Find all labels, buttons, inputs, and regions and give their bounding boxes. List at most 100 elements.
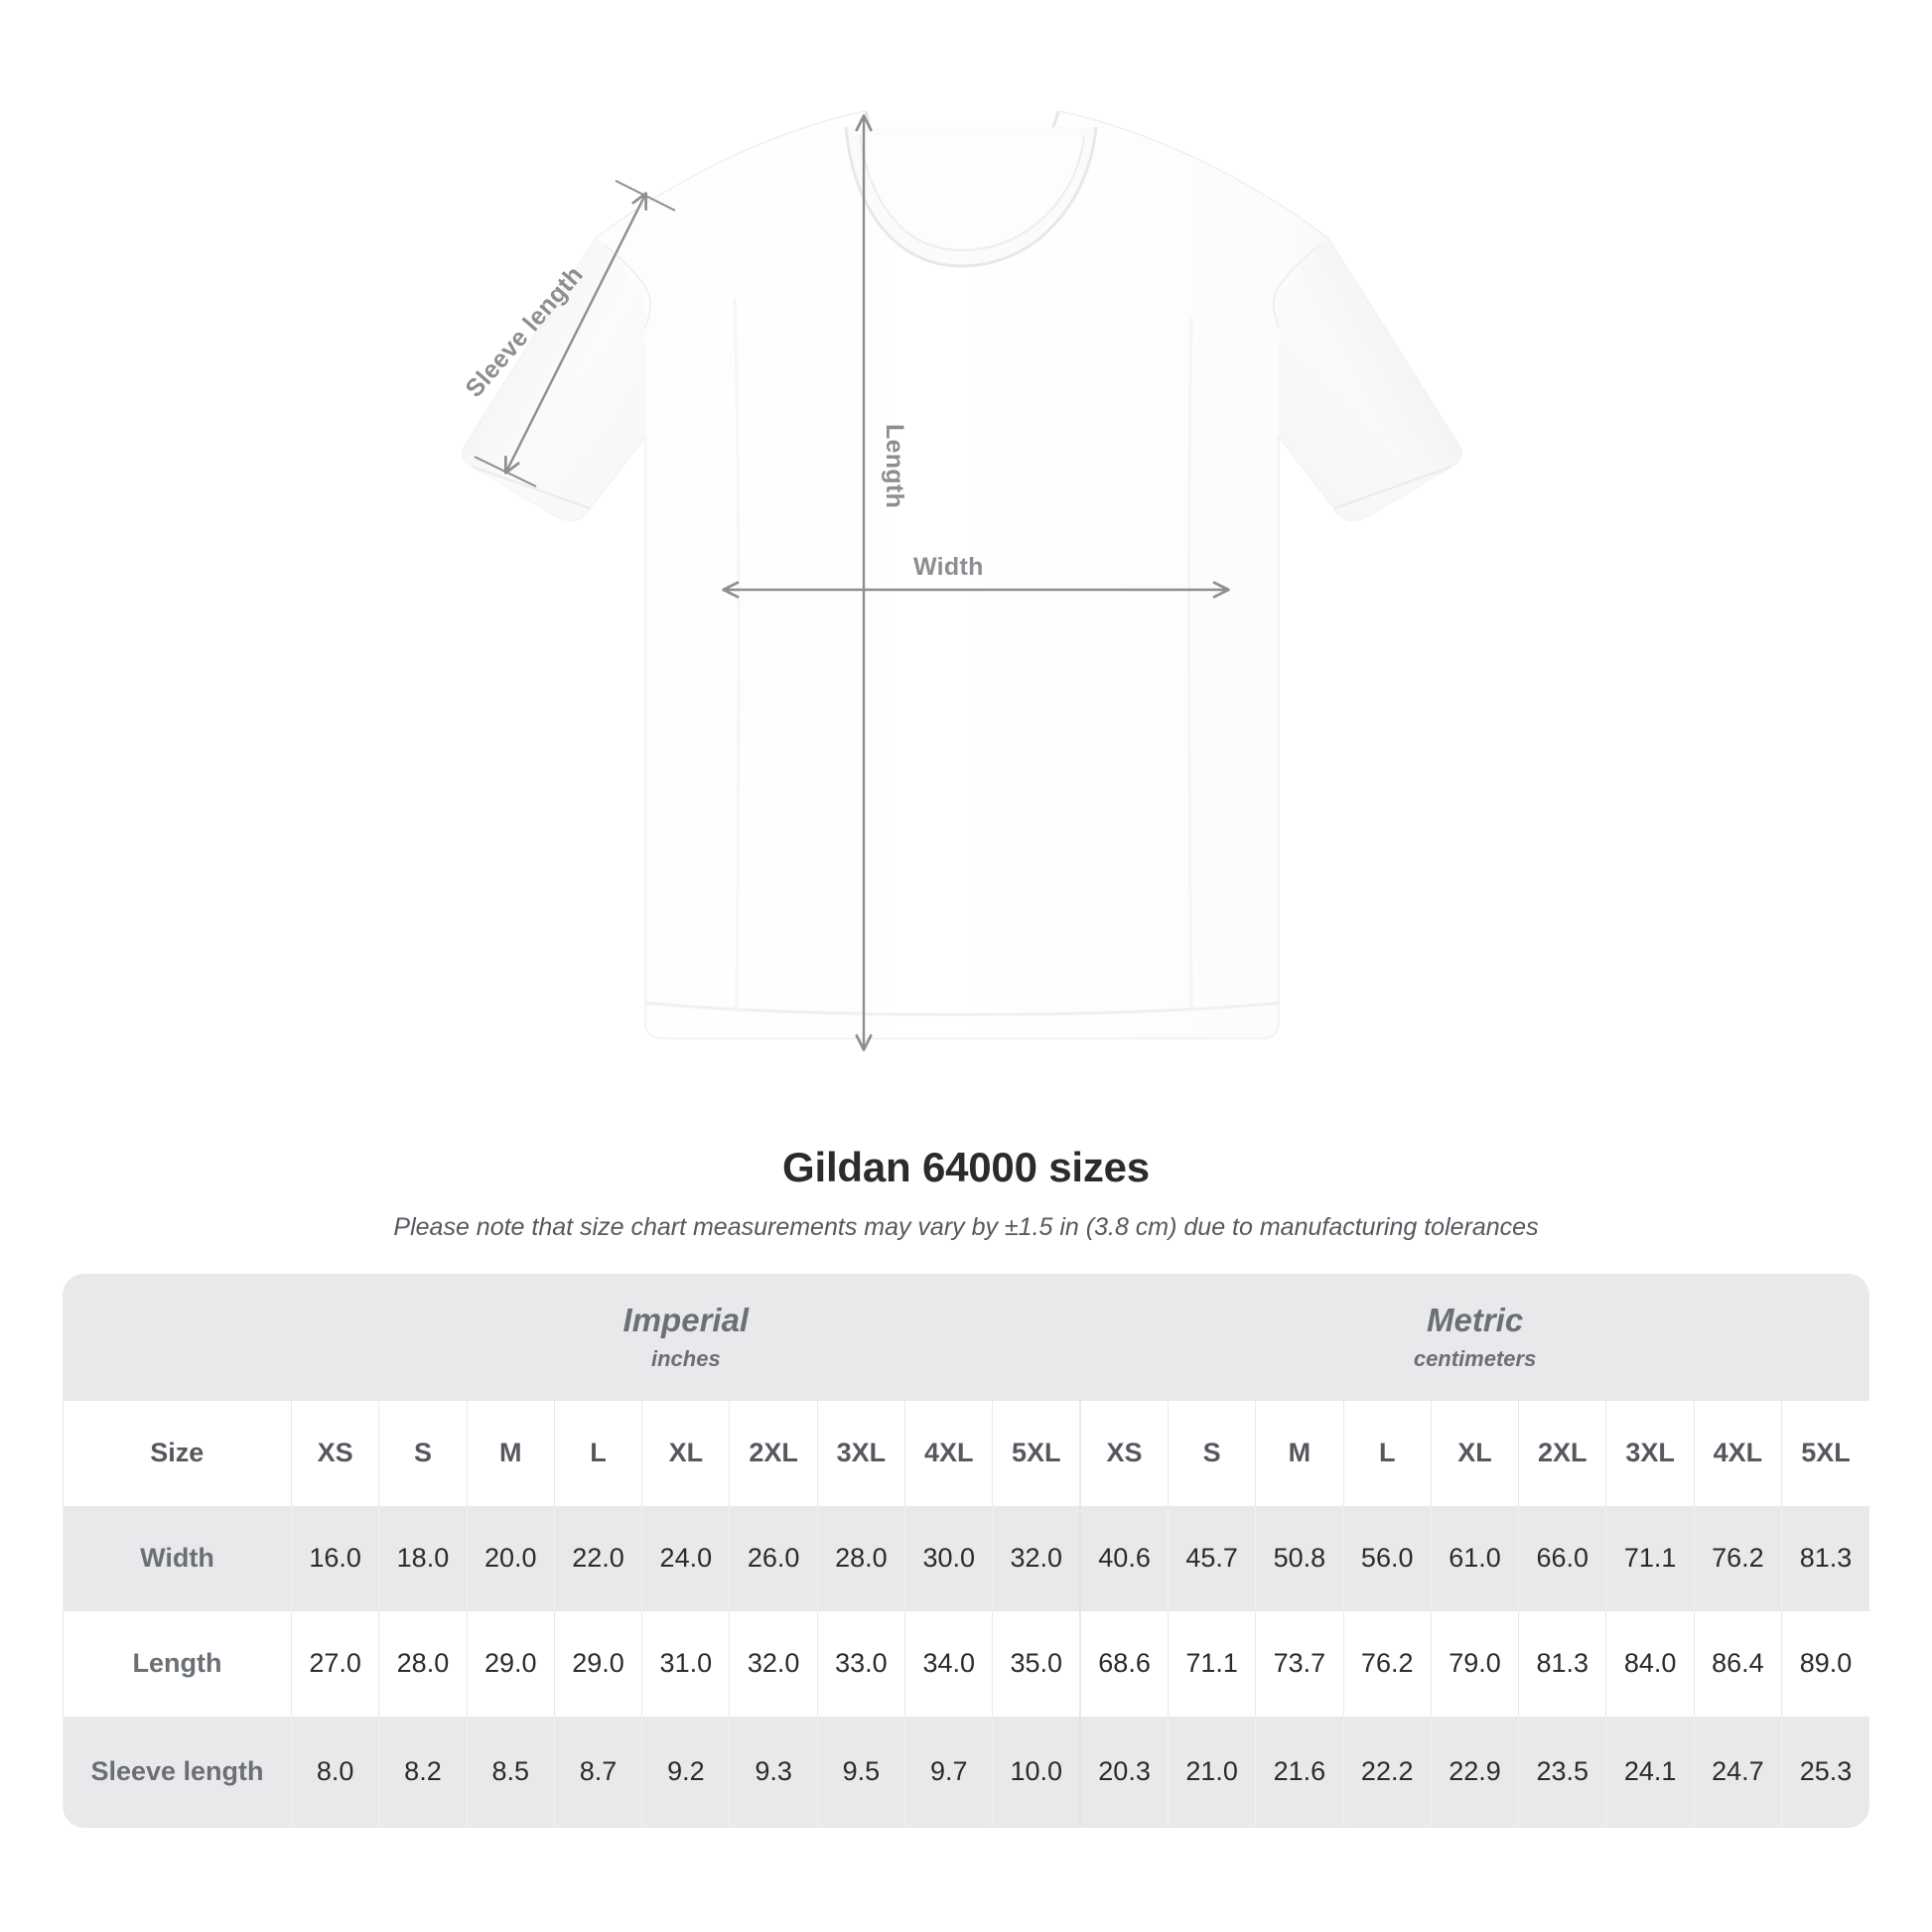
size-column-header: XS <box>1079 1400 1169 1506</box>
unit-group-imperial-title: Imperial <box>622 1302 750 1338</box>
tshirt-left-sleeve-hem <box>472 466 591 509</box>
measurement-value-cell: 22.9 <box>1430 1716 1519 1828</box>
size-column-header: 2XL <box>1518 1400 1606 1506</box>
size-chart-table: Imperial inches Metric centimeters Size … <box>63 1274 1869 1828</box>
measurement-value-cell: 9.5 <box>816 1716 905 1828</box>
sleeve-length-arrow-icon <box>474 180 676 487</box>
tshirt-right-sleeve <box>1279 238 1462 521</box>
measurement-value-cell: 86.4 <box>1693 1610 1782 1717</box>
size-column-header: S <box>378 1400 468 1506</box>
measurement-value-cell: 32.0 <box>992 1505 1081 1611</box>
unit-group-imperial: Imperial inches <box>291 1274 1081 1401</box>
size-column-header: 4XL <box>904 1400 993 1506</box>
measurement-value-cell: 25.3 <box>1781 1716 1869 1828</box>
page-subtitle: Please note that size chart measurements… <box>393 1213 1539 1241</box>
tshirt-neck-inner <box>859 134 1085 252</box>
measurement-value-cell: 20.3 <box>1079 1716 1169 1828</box>
size-column-header: M <box>1255 1400 1344 1506</box>
tshirt-fold-left <box>733 297 741 1014</box>
table-body: Width 16.0 18.0 20.0 22.0 24.0 26.0 28.0 30.0 32.… <box>63 1505 1869 1828</box>
measurement-value-cell: 89.0 <box>1781 1610 1869 1717</box>
measurement-row-label: Sleeve length <box>63 1716 292 1828</box>
measurement-value-cell: 9.3 <box>729 1716 818 1828</box>
measurement-value-cell: 9.2 <box>641 1716 730 1828</box>
measurement-value-cell: 21.0 <box>1167 1716 1256 1828</box>
measurement-value-cell: 8.0 <box>290 1716 379 1828</box>
tshirt-bottom-hem <box>644 1001 1280 1017</box>
table-row: Length 27.0 28.0 29.0 29.0 31.0 32.0 33.0 34.0 35… <box>63 1610 1869 1717</box>
table-head: Imperial inches Metric centimeters Size … <box>63 1274 1869 1506</box>
measurement-value-cell: 24.7 <box>1693 1716 1782 1828</box>
measurement-value-cell: 81.3 <box>1518 1610 1606 1717</box>
measurement-value-cell: 81.3 <box>1781 1505 1869 1611</box>
size-column-header: 5XL <box>1781 1400 1869 1506</box>
unit-group-blank-cell <box>63 1274 292 1401</box>
measurement-value-cell: 66.0 <box>1518 1505 1606 1611</box>
size-column-header: 3XL <box>816 1400 905 1506</box>
measurement-value-cell: 24.1 <box>1605 1716 1695 1828</box>
measurement-value-cell: 18.0 <box>378 1505 468 1611</box>
table-row: Sleeve length 8.0 8.2 8.5 8.7 9.2 9.3 9.5 9.7 10.… <box>63 1716 1869 1828</box>
tshirt-fold-right <box>1187 317 1193 1014</box>
title-block: Gildan 64000 sizes Please note that size… <box>0 1122 1932 1242</box>
measurement-row-label: Length <box>63 1610 292 1717</box>
measurement-value-cell: 31.0 <box>641 1610 730 1717</box>
measurement-value-cell: 76.2 <box>1693 1505 1782 1611</box>
measurement-value-cell: 28.0 <box>816 1505 905 1611</box>
measurement-value-cell: 29.0 <box>553 1610 642 1717</box>
size-column-header: 4XL <box>1693 1400 1782 1506</box>
unit-group-imperial-subtitle: inches <box>650 1346 721 1372</box>
measurement-value-cell: 79.0 <box>1430 1610 1519 1717</box>
size-column-header: 5XL <box>992 1400 1081 1506</box>
measurement-value-cell: 20.0 <box>466 1505 555 1611</box>
measurement-value-cell: 22.2 <box>1342 1716 1432 1828</box>
measurement-value-cell: 45.7 <box>1167 1505 1256 1611</box>
length-dimension-label: Length <box>881 423 909 509</box>
size-column-header: M <box>466 1400 555 1506</box>
page-title: Gildan 64000 sizes <box>782 1144 1150 1190</box>
size-column-header: XL <box>641 1400 730 1506</box>
measurement-value-cell: 30.0 <box>904 1505 993 1611</box>
measurement-value-cell: 10.0 <box>992 1716 1081 1828</box>
tshirt-icon <box>462 110 1462 1051</box>
measurement-value-cell: 35.0 <box>992 1610 1081 1717</box>
measurement-value-cell: 23.5 <box>1518 1716 1606 1828</box>
size-row-header-label: Size <box>63 1400 292 1506</box>
width-dimension-label: Width <box>913 553 984 581</box>
size-header-row: Size XS S M L XL 2XL 3XL 4XL 5XL XS S M L XL 2XL 3XL 4XL… <box>63 1400 1869 1506</box>
measurement-value-cell: 73.7 <box>1255 1610 1344 1717</box>
unit-group-metric-title: Metric <box>1426 1302 1524 1338</box>
measurement-value-cell: 22.0 <box>553 1505 642 1611</box>
measurement-value-cell: 28.0 <box>378 1610 468 1717</box>
measurement-value-cell: 9.7 <box>904 1716 993 1828</box>
measurement-value-cell: 33.0 <box>816 1610 905 1717</box>
measurement-value-cell: 26.0 <box>729 1505 818 1611</box>
measurement-value-cell: 8.7 <box>553 1716 642 1828</box>
measurement-value-cell: 71.1 <box>1167 1610 1256 1717</box>
size-chart-table-container: Imperial inches Metric centimeters Size … <box>63 1274 1869 1828</box>
measurement-value-cell: 84.0 <box>1605 1610 1695 1717</box>
unit-group-metric: Metric centimeters <box>1080 1274 1869 1401</box>
measurement-value-cell: 61.0 <box>1430 1505 1519 1611</box>
tshirt-right-shoulder-seam <box>1272 243 1321 329</box>
measurement-value-cell: 8.5 <box>466 1716 555 1828</box>
measurement-value-cell: 56.0 <box>1342 1505 1432 1611</box>
tshirt-right-sleeve-hem <box>1333 466 1452 509</box>
size-column-header: 2XL <box>729 1400 818 1506</box>
measurement-value-cell: 27.0 <box>290 1610 379 1717</box>
size-column-header: XS <box>290 1400 379 1506</box>
measurement-value-cell: 16.0 <box>290 1505 379 1611</box>
size-column-header: L <box>553 1400 642 1506</box>
measurement-value-cell: 34.0 <box>904 1610 993 1717</box>
measurement-value-cell: 76.2 <box>1342 1610 1432 1717</box>
unit-group-metric-subtitle: centimeters <box>1413 1346 1537 1372</box>
measurement-row-label: Width <box>63 1505 292 1611</box>
measurement-value-cell: 24.0 <box>641 1505 730 1611</box>
unit-group-header-row: Imperial inches Metric centimeters <box>63 1274 1869 1401</box>
measurement-value-cell: 71.1 <box>1605 1505 1695 1611</box>
measurement-value-cell: 68.6 <box>1079 1610 1169 1717</box>
measurement-value-cell: 29.0 <box>466 1610 555 1717</box>
measurement-value-cell: 50.8 <box>1255 1505 1344 1611</box>
measurement-value-cell: 21.6 <box>1255 1716 1344 1828</box>
tshirt-diagram: Sleeve length Length Width <box>460 110 1462 1051</box>
